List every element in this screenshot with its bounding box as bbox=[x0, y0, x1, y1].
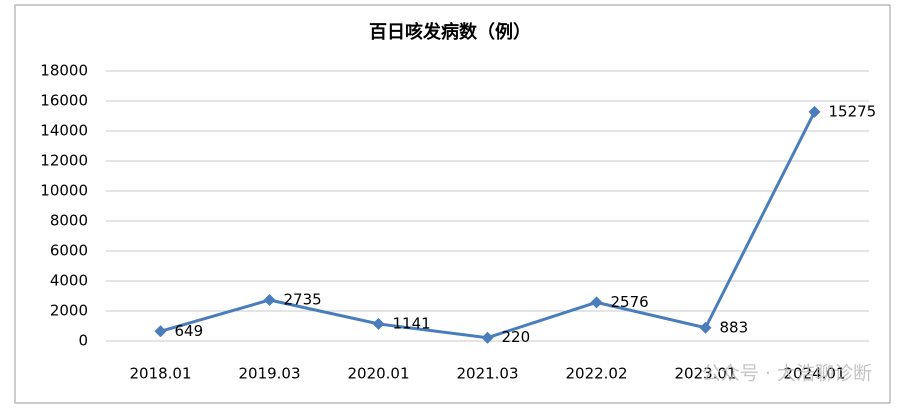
y-tick-label: 2000 bbox=[50, 302, 88, 320]
data-label: 2735 bbox=[284, 290, 322, 308]
y-tick-label: 16000 bbox=[40, 92, 88, 110]
y-tick-label: 4000 bbox=[50, 272, 88, 290]
point-marker bbox=[154, 325, 167, 338]
data-label: 15275 bbox=[829, 102, 877, 120]
x-tick-label: 2024.01 bbox=[783, 365, 845, 383]
y-tick-label: 18000 bbox=[40, 62, 88, 80]
x-tick-label: 2023.01 bbox=[674, 365, 736, 383]
watermark: 公众号 · 大浩聊诊断 bbox=[702, 363, 872, 385]
y-tick-label: 8000 bbox=[50, 212, 88, 230]
point-marker bbox=[372, 317, 385, 330]
y-tick-label: 6000 bbox=[50, 242, 88, 260]
chart-frame bbox=[14, 4, 891, 404]
x-tick-label: 2019.03 bbox=[238, 365, 300, 383]
point-marker bbox=[263, 293, 276, 306]
point-marker bbox=[481, 331, 494, 344]
data-label: 649 bbox=[175, 322, 204, 340]
point-marker bbox=[699, 321, 712, 334]
point-marker bbox=[808, 105, 821, 118]
x-tick-label: 2022.02 bbox=[565, 365, 627, 383]
y-tick-label: 10000 bbox=[40, 182, 88, 200]
chart-title: 百日咳发病数（例） bbox=[369, 21, 531, 43]
x-tick-label: 2018.01 bbox=[129, 365, 191, 383]
y-tick-label: 14000 bbox=[40, 122, 88, 140]
point-marker bbox=[590, 296, 603, 309]
data-label: 2576 bbox=[611, 293, 649, 311]
y-tick-label: 12000 bbox=[40, 152, 88, 170]
data-label: 220 bbox=[502, 328, 531, 346]
data-label: 883 bbox=[720, 318, 749, 336]
x-tick-label: 2021.03 bbox=[456, 365, 518, 383]
y-tick-label: 0 bbox=[78, 332, 88, 350]
x-tick-label: 2020.01 bbox=[347, 365, 409, 383]
data-label: 1141 bbox=[393, 314, 431, 332]
